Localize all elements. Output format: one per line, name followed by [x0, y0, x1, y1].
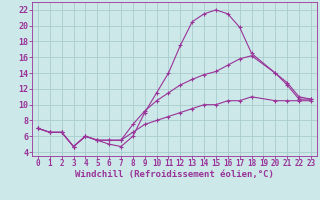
- X-axis label: Windchill (Refroidissement éolien,°C): Windchill (Refroidissement éolien,°C): [75, 170, 274, 179]
